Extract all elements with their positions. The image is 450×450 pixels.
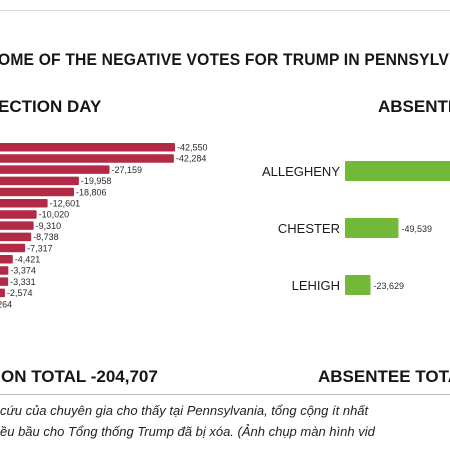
election-day-bar (0, 165, 110, 174)
election-day-value-label: -19,958 (81, 176, 112, 186)
caption-divider (0, 394, 450, 395)
election-day-value-label: -9,310 (36, 221, 62, 231)
election-day-bar (0, 255, 13, 264)
election-day-total: ON TOTAL -204,707 (1, 367, 158, 386)
election-day-bar (0, 143, 175, 152)
absentee-total: ABSENTEE TOTA (318, 367, 450, 386)
election-day-bar (0, 187, 74, 197)
election-day-value-label: -4,421 (15, 255, 41, 265)
election-day-bar (0, 243, 26, 253)
election-day-bar (0, 277, 9, 286)
election-day-value-label: -10,020 (39, 210, 70, 220)
caption-line-1: cứu của chuyên gia cho thấy tại Pennsylv… (0, 403, 369, 418)
election-day-bar (0, 199, 48, 208)
election-day-bar (0, 266, 9, 275)
election-day-value-label: -3,331 (10, 277, 36, 287)
absentee-value-label: -49,539 (402, 224, 433, 234)
election-day-bar (0, 154, 174, 163)
election-day-heading: ECTION DAY (0, 97, 102, 116)
absentee-category-label: ALLEGHENY (262, 164, 340, 179)
absentee-bar (345, 275, 371, 295)
election-day-value-label: -42,284 (176, 154, 207, 164)
caption-line-2: ều bầu cho Tổng thống Trump đã bị xóa. (… (0, 424, 375, 439)
absentee-heading: ABSENTE (378, 97, 450, 116)
absentee-category-label: CHESTER (278, 221, 340, 236)
election-day-bar (0, 232, 32, 242)
election-day-value-label: -3,374 (10, 266, 36, 276)
absentee-category-label: LEHIGH (292, 278, 340, 293)
election-day-value-label: -12,601 (50, 199, 81, 209)
election-day-value-label: 264 (0, 299, 12, 309)
election-day-bar (0, 210, 37, 219)
top-divider (0, 10, 450, 11)
absentee-bar (345, 218, 399, 238)
election-day-bar (0, 221, 34, 230)
election-day-value-label: -27,159 (112, 165, 143, 175)
absentee-bar (345, 161, 450, 181)
election-day-bar (0, 176, 79, 186)
absentee-value-label: -23,629 (374, 281, 405, 291)
bar-charts: -42,550-42,284 -27,159-19,958-18,806 -12,6… (0, 143, 450, 309)
chart-title: OME OF THE NEGATIVE VOTES FOR TRUMP IN P… (0, 50, 449, 69)
election-day-value-label: -18,806 (76, 187, 107, 197)
election-day-value-label: -7,317 (27, 243, 53, 253)
election-day-value-label: -42,550 (177, 143, 208, 153)
election-day-value-label: -8,738 (33, 232, 59, 242)
election-day-value-label: -2,574 (7, 288, 33, 298)
election-day-bar (0, 288, 5, 298)
